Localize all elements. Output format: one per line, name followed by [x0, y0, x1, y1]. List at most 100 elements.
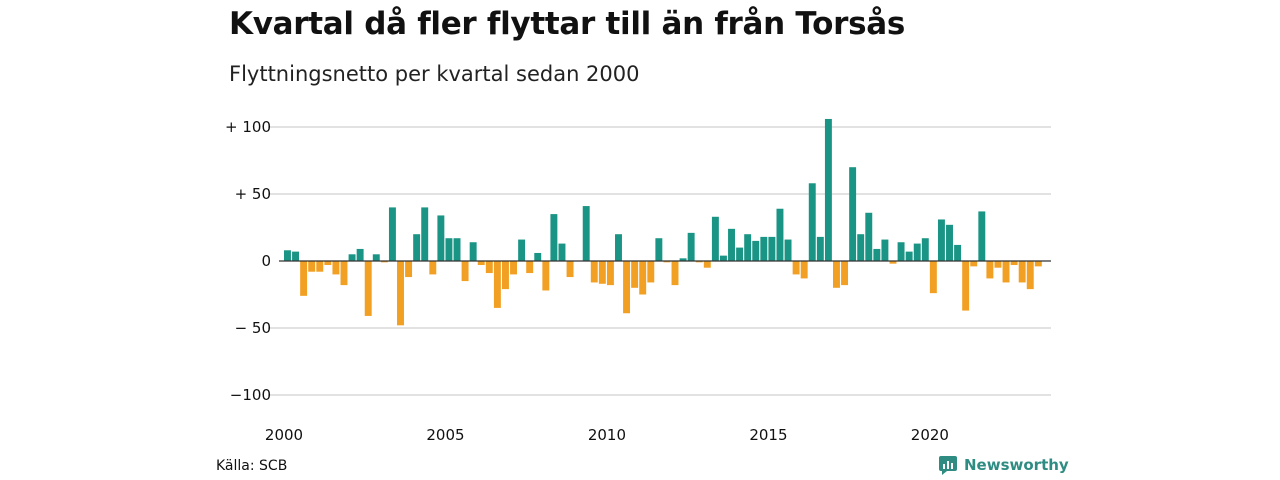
bar-2010-k3 — [623, 261, 631, 314]
bar-2019-k4 — [921, 238, 929, 261]
bar-2016-k4 — [824, 118, 832, 262]
bar-2001-k3 — [332, 261, 340, 275]
bars — [284, 118, 1042, 326]
bar-2017-k1 — [833, 261, 840, 288]
bar-2006-k4 — [501, 261, 509, 290]
bar-2000-k2 — [292, 251, 300, 261]
gridlines — [268, 126, 1051, 396]
x-tick-label: 2015 — [749, 426, 787, 444]
bar-2006-k2 — [485, 261, 493, 274]
bar-2013-k2 — [711, 216, 719, 261]
bar-2015-k2 — [776, 208, 784, 261]
y-tick-label: 0 — [261, 252, 271, 270]
y-tick-label: −100 — [230, 386, 271, 404]
bar-2005-k4 — [469, 242, 477, 261]
bar-2022-k1 — [994, 261, 1002, 268]
bar-2023-k1 — [1026, 261, 1034, 290]
bar-2010-k2 — [615, 234, 622, 261]
bar-2016-k1 — [800, 261, 808, 279]
bar-2009-k4 — [598, 261, 606, 284]
x-tick-label: 2010 — [588, 426, 626, 444]
newsworthy-icon — [939, 456, 957, 475]
y-tick-label: − 50 — [235, 319, 271, 337]
bar-2020-k1 — [929, 261, 937, 294]
bar-2021-k3 — [978, 211, 986, 261]
axes: + 100 + 50 0 − 50 −100 2000 2005 2010 2015 2020 — [225, 118, 1051, 444]
bar-2015-k1 — [768, 236, 776, 261]
bar-2015-k3 — [784, 239, 792, 261]
bar-2020-k2 — [937, 219, 945, 261]
bar-2010-k1 — [606, 261, 614, 286]
bar-2009-k2 — [582, 206, 590, 261]
bar-2007-k2 — [518, 239, 526, 261]
bar-2003-k2 — [388, 207, 396, 261]
bar-2021-k2 — [970, 261, 978, 267]
bar-2018-k1 — [865, 212, 873, 261]
bar-2013-k1 — [703, 261, 711, 268]
bar-2002-k2 — [356, 248, 364, 261]
bar-2011-k4 — [663, 261, 671, 263]
bar-2012-k2 — [679, 258, 687, 261]
bar-2008-k3 — [558, 243, 566, 261]
brand-name: Newsworthy — [964, 456, 1069, 474]
bar-2011-k1 — [639, 261, 647, 295]
bar-2021-k1 — [962, 261, 970, 311]
bar-2004-k1 — [413, 234, 421, 261]
bar-2010-k4 — [631, 261, 639, 288]
chart-title: Kvartal då fler flyttar till än från Tor… — [229, 6, 906, 42]
bar-2006-k3 — [493, 261, 501, 308]
bar-2008-k1 — [542, 261, 550, 291]
bar-2007-k4 — [534, 252, 542, 261]
bar-2005-k1 — [445, 238, 453, 261]
bar-2000-k1 — [284, 250, 291, 261]
bar-2020-k3 — [946, 224, 953, 261]
source-note: Källa: SCB — [216, 458, 288, 474]
bar-2008-k2 — [550, 214, 558, 261]
bar-2003-k1 — [380, 261, 388, 263]
bar-2007-k3 — [526, 261, 534, 274]
bar-2022-k2 — [1002, 261, 1010, 283]
bar-2019-k2 — [905, 251, 913, 261]
bar-2016-k3 — [816, 236, 824, 261]
bar-2004-k2 — [421, 207, 429, 261]
y-tick-label: + 50 — [235, 185, 271, 203]
bar-2018-k2 — [873, 248, 881, 261]
bar-2007-k1 — [510, 261, 517, 275]
bar-2000-k3 — [300, 261, 308, 296]
bar-2002-k3 — [364, 261, 372, 316]
bar-2002-k1 — [348, 254, 356, 261]
bar-2011-k2 — [647, 261, 655, 283]
x-tick-label: 2020 — [911, 426, 949, 444]
bar-2012-k3 — [687, 232, 695, 261]
bar-chart: + 100 + 50 0 − 50 −100 2000 2005 2010 2015 2020 — [225, 118, 1051, 444]
bar-2023-k2 — [1034, 261, 1042, 267]
x-tick-label: 2000 — [265, 426, 303, 444]
bar-2016-k2 — [808, 183, 816, 261]
bar-2012-k4 — [695, 261, 703, 263]
bar-2014-k3 — [752, 240, 760, 261]
bar-2015-k4 — [792, 261, 800, 275]
y-tick-label: + 100 — [225, 118, 271, 136]
bar-2001-k4 — [340, 261, 348, 286]
bar-2019-k1 — [897, 242, 905, 261]
bar-2005-k2 — [453, 238, 461, 261]
bar-2001-k2 — [324, 261, 332, 266]
bar-2013-k4 — [728, 228, 735, 261]
bar-2011-k3 — [655, 238, 663, 261]
bar-2022-k4 — [1018, 261, 1026, 283]
x-tick-label: 2005 — [426, 426, 464, 444]
bar-2014-k1 — [736, 247, 744, 261]
bar-2017-k3 — [849, 167, 857, 261]
newsworthy-logo[interactable]: Newsworthy — [938, 455, 1069, 475]
bar-2002-k4 — [372, 254, 380, 261]
bar-2003-k4 — [405, 261, 413, 278]
bar-2014-k4 — [760, 236, 768, 261]
bar-2000-k4 — [308, 261, 316, 272]
bar-2004-k4 — [437, 215, 445, 261]
bar-2019-k3 — [913, 243, 921, 261]
bar-2006-k1 — [477, 261, 485, 266]
bar-2017-k4 — [857, 234, 865, 261]
bar-2009-k3 — [590, 261, 598, 283]
bar-2017-k2 — [841, 261, 849, 286]
bar-2021-k4 — [986, 261, 994, 279]
